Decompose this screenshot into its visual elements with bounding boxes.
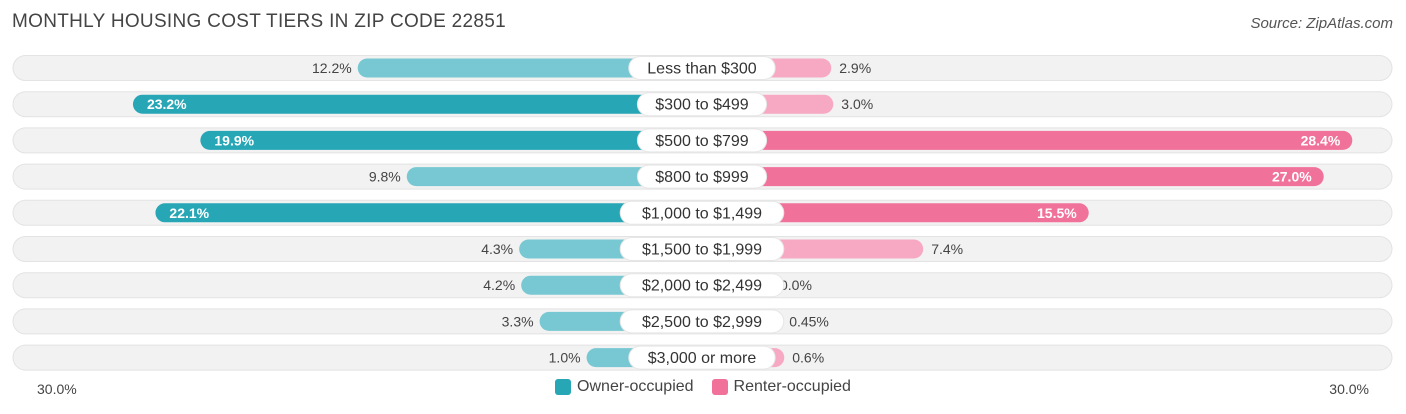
category-pill <box>636 92 768 117</box>
owner-value-label: 12.2% <box>312 60 352 76</box>
category-pill <box>619 200 785 225</box>
owner-value-label: 9.8% <box>369 169 401 185</box>
legend-owner-swatch <box>555 379 572 395</box>
legend-renter-swatch <box>711 379 728 395</box>
category-label: $1,500 to $1,999 <box>642 242 762 259</box>
owner-value-label: 23.2% <box>147 96 187 112</box>
category-pill <box>619 237 785 261</box>
category-label: $3,000 or more <box>648 350 757 367</box>
renter-value-label: 7.4% <box>931 241 963 257</box>
legend-owner: Owner-occupied <box>555 378 694 396</box>
category-pill <box>628 345 776 370</box>
renter-value-label: 0.6% <box>792 350 824 366</box>
category-pill <box>628 56 776 80</box>
legend-renter-label: Renter-occupied <box>733 378 851 395</box>
category-label: $500 to $799 <box>655 133 749 150</box>
renter-value-label: 27.0% <box>1272 169 1312 185</box>
category-label: $300 to $499 <box>655 97 749 114</box>
category-label: $800 to $999 <box>655 169 749 186</box>
renter-value-label: 0.45% <box>789 313 829 329</box>
category-pill <box>619 273 785 298</box>
owner-value-label: 1.0% <box>549 350 581 366</box>
legend-renter: Renter-occupied <box>711 378 851 396</box>
renter-bar <box>702 167 1324 187</box>
owner-value-label: 3.3% <box>502 313 534 329</box>
renter-bar <box>702 203 1089 223</box>
owner-bar <box>155 203 702 223</box>
category-label: Less than $300 <box>647 61 757 78</box>
owner-bar <box>406 167 702 187</box>
renter-value-label: 3.0% <box>841 96 873 112</box>
owner-bar <box>200 130 703 150</box>
category-pill <box>636 128 768 153</box>
owner-value-label: 22.1% <box>169 205 209 221</box>
chart-title: MONTHLY HOUSING COST TIERS IN ZIP CODE 2… <box>12 11 506 32</box>
source-label: Source: ZipAtlas.com <box>1250 15 1393 32</box>
legend: Owner-occupied Renter-occupied <box>0 378 1406 396</box>
renter-bar <box>702 130 1353 150</box>
axis-right-label: 30.0% <box>1329 381 1369 397</box>
legend-owner-label: Owner-occupied <box>577 378 694 395</box>
category-pill <box>636 164 768 189</box>
owner-bar <box>132 94 703 114</box>
renter-value-label: 2.9% <box>839 60 871 76</box>
owner-value-label: 19.9% <box>214 132 254 148</box>
owner-value-label: 4.2% <box>483 277 515 293</box>
renter-value-label: 15.5% <box>1037 205 1077 221</box>
category-pill <box>619 309 785 334</box>
category-label: $1,000 to $1,499 <box>642 205 762 222</box>
category-label: $2,000 to $2,499 <box>642 278 762 295</box>
owner-value-label: 4.3% <box>481 241 513 257</box>
renter-value-label: 28.4% <box>1301 132 1341 148</box>
renter-value-label: 0.0% <box>780 277 812 293</box>
category-label: $2,500 to $2,999 <box>642 314 762 331</box>
axis-left-label: 30.0% <box>37 381 77 397</box>
owner-bar <box>357 58 702 78</box>
